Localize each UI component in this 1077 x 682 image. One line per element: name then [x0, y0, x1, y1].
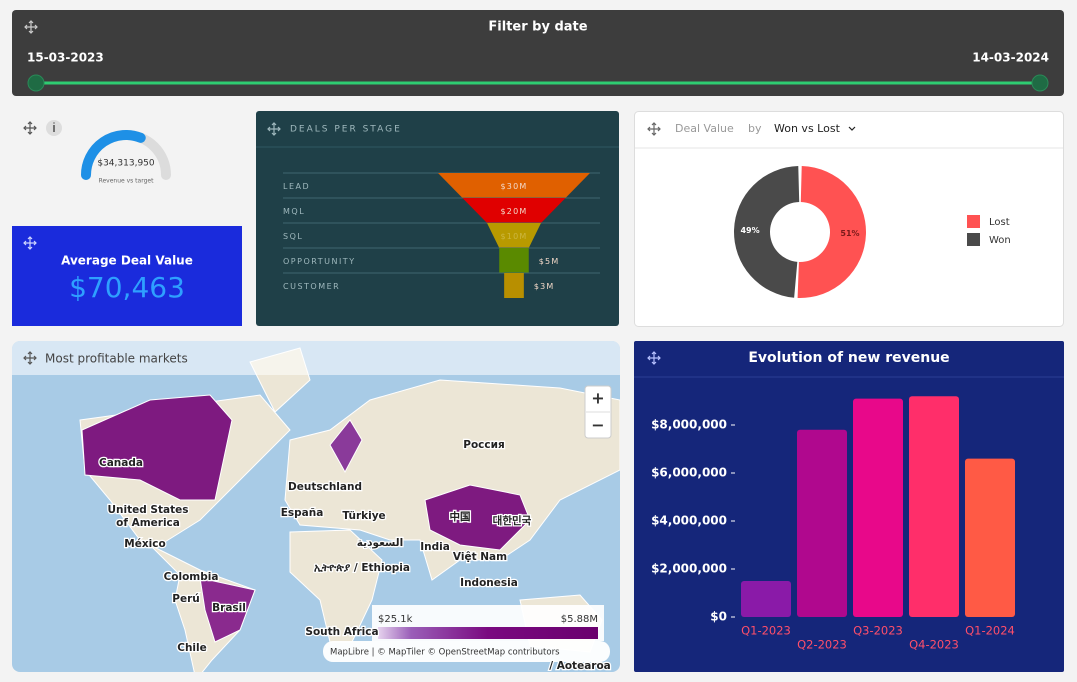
map-label: Colombia — [164, 571, 219, 583]
end-date: 14-03-2024 — [972, 51, 1049, 65]
y-tick-label: $6,000,000 — [651, 466, 727, 480]
map-label: ኢትዮጵያ / Ethiopia — [314, 562, 410, 574]
funnel-segment — [438, 173, 590, 198]
zoom-in[interactable]: + — [591, 389, 604, 408]
map-label: / Aotearoa — [549, 660, 611, 672]
map-label: 中国 — [450, 510, 471, 523]
funnel-segment — [487, 223, 541, 248]
x-tick-label: Q4-2023 — [909, 638, 959, 652]
map-label: Brasil — [212, 602, 246, 614]
legend-max: $5.88M — [561, 614, 598, 625]
x-tick-label: Q1-2023 — [741, 624, 791, 638]
land — [149, 544, 256, 672]
map-label: السعودية — [357, 537, 403, 549]
legend-min: $25.1k — [378, 614, 413, 625]
donut-selector[interactable]: Won vs Lost — [774, 122, 841, 135]
gauge-caption: Revenue vs target — [99, 178, 155, 185]
stage-label: CUSTOMER — [283, 282, 340, 291]
legend-label: Won — [989, 235, 1011, 246]
funnel-segment — [499, 248, 529, 273]
start-date: 15-03-2023 — [27, 51, 104, 65]
bar — [741, 581, 791, 617]
funnel-segment — [462, 198, 566, 223]
map-label: Việt Nam — [453, 551, 507, 563]
map-label: México — [124, 538, 165, 550]
gauge-progress — [81, 130, 146, 180]
slice-label: 51% — [840, 229, 859, 238]
legend-swatch — [967, 215, 980, 228]
bar — [965, 458, 1015, 617]
y-tick-label: $0 — [710, 610, 727, 624]
donut-slice — [797, 166, 866, 298]
x-tick-label: Q1-2024 — [965, 624, 1015, 638]
map-label: Canada — [99, 457, 143, 469]
bar — [853, 398, 903, 617]
stage-label: SQL — [283, 232, 303, 241]
funnel-segment — [504, 273, 524, 298]
stage-label: OPPORTUNITY — [283, 257, 356, 266]
map-header — [12, 341, 620, 375]
zoom-out[interactable]: − — [591, 416, 604, 435]
donut-slice — [733, 166, 800, 298]
map-label: Perú — [172, 593, 199, 605]
stage-value: $30M — [501, 182, 528, 191]
slice-label: 49% — [740, 226, 759, 235]
map-label: Deutschland — [288, 481, 362, 493]
filter-title: Filter by date — [488, 20, 587, 35]
map-label: Indonesia — [460, 577, 518, 589]
donut-title: Deal Value — [675, 122, 734, 135]
country-shape — [199, 577, 256, 643]
funnel-title: DEALS PER STAGE — [290, 125, 402, 135]
stage-label: MQL — [283, 207, 305, 216]
map-label: España — [281, 507, 324, 519]
kpi-title: Average Deal Value — [61, 254, 193, 268]
map-label: Россия — [463, 439, 504, 451]
funnel-panel — [256, 111, 619, 326]
y-tick-label: $8,000,000 — [651, 418, 727, 432]
map[interactable] — [12, 341, 620, 680]
bar — [797, 429, 847, 617]
slider-handle[interactable] — [27, 74, 45, 92]
legend-gradient — [378, 627, 598, 639]
map-title: Most profitable markets — [45, 352, 188, 366]
filter-panel — [12, 10, 1064, 96]
stage-value: $3M — [534, 282, 555, 291]
kpi-panel — [12, 226, 242, 326]
map-label: United States — [108, 504, 189, 516]
attribution-text[interactable]: MapLibre | © MapTiler © OpenStreetMap co… — [330, 648, 560, 658]
donut-by: by — [748, 122, 762, 135]
map-label: South Africa — [305, 626, 378, 638]
legend-swatch — [967, 233, 980, 246]
x-tick-label: Q2-2023 — [797, 638, 847, 652]
map-label: of America — [116, 517, 180, 529]
y-tick-label: $4,000,000 — [651, 514, 727, 528]
country-shape — [424, 484, 531, 551]
legend-label: Lost — [989, 217, 1010, 228]
country-shape — [81, 394, 233, 501]
gauge-value: $34,313,950 — [97, 159, 155, 169]
slider-handle[interactable] — [1031, 74, 1049, 92]
stage-label: LEAD — [283, 182, 310, 191]
map-label: India — [420, 541, 450, 553]
map-label: Türkiye — [342, 510, 385, 522]
attribution — [323, 641, 610, 662]
dropdown-caret[interactable] — [848, 126, 856, 131]
stage-value: $5M — [539, 257, 560, 266]
bar — [909, 396, 959, 617]
stage-value: $10M — [501, 232, 528, 241]
stage-value: $20M — [501, 207, 528, 216]
y-tick-label: $2,000,000 — [651, 562, 727, 576]
country-shape — [329, 419, 363, 474]
map-label: 대한민국 — [493, 514, 532, 527]
map-label: Chile — [177, 642, 207, 654]
land — [284, 379, 620, 581]
kpi-value: $70,463 — [69, 271, 185, 304]
revenue-title: Evolution of new revenue — [748, 350, 949, 366]
x-tick-label: Q3-2023 — [853, 624, 903, 638]
